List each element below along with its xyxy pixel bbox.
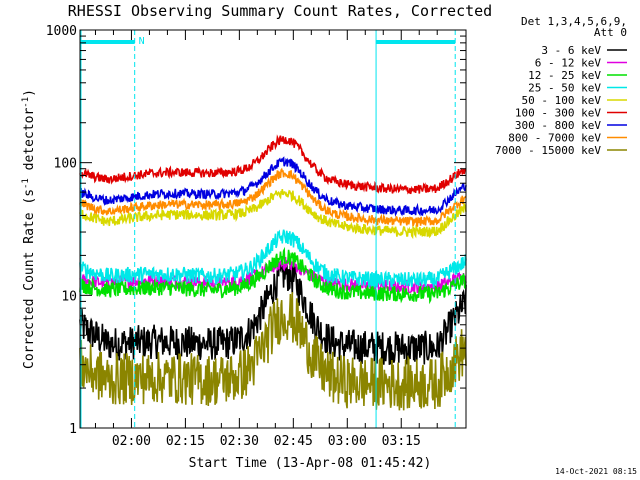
y-axis-label-main: Corrected Count Rate (s: [22, 189, 37, 369]
y-axis-label-sup1: -1: [21, 178, 31, 189]
series-line-7: [79, 156, 467, 217]
series-line-3: [79, 246, 467, 305]
x-tick-label-5: 03:00: [328, 434, 367, 449]
y-axis-label-end: ): [22, 89, 37, 97]
legend-header-attenuator: Att 0: [594, 26, 627, 39]
legend-header-detectors: Det 1,3,4,5,6,9,: [521, 15, 627, 28]
plot-area: N: [79, 30, 467, 428]
y-tick-label-3: 100: [54, 157, 77, 172]
x-tick-label-4: 02:45: [274, 434, 313, 449]
series-line-6: [79, 134, 467, 195]
legend-label-7: 300 - 800 keV: [515, 119, 601, 132]
x-tick-label-6: 03:15: [382, 434, 421, 449]
legend-label-3: 12 - 25 keV: [528, 69, 601, 82]
legend-label-2: 6 - 12 keV: [535, 57, 602, 70]
y-axis-label-sup2: -1: [21, 97, 31, 108]
y-axis-label-mid: detector: [22, 108, 37, 179]
x-tick-label-3: 02:30: [220, 434, 259, 449]
series-line-4: [79, 229, 467, 289]
y-tick-label-4: 1000: [46, 24, 77, 39]
legend-label-1: 3 - 6 keV: [541, 44, 601, 57]
series-line-9: [79, 292, 467, 411]
legend-label-4: 25 - 50 keV: [528, 82, 601, 95]
series-line-8: [79, 167, 467, 228]
legend-label-6: 100 - 300 keV: [515, 107, 601, 120]
axes: 1 10 100 1000 02:00 02:15 02:30 02:45 03:00 03:15: [46, 24, 466, 449]
legend-label-5: 50 - 100 keV: [522, 94, 602, 107]
plot-frame: [79, 29, 467, 429]
x-axis-label: Start Time (13-Apr-08 01:45:42): [189, 456, 432, 471]
night-marker-label: N: [139, 36, 145, 47]
timestamp: 14-Oct-2021 08:15: [555, 467, 637, 476]
legend-label-8: 800 - 7000 keV: [508, 132, 601, 145]
legend-label-9: 7000 - 15000 keV: [495, 144, 601, 157]
x-tick-label-1: 02:00: [112, 434, 151, 449]
y-axis-label: Corrected Count Rate (s-1 detector-1): [21, 89, 37, 369]
y-tick-label-2: 10: [61, 289, 77, 304]
x-tick-label-2: 02:15: [166, 434, 205, 449]
series-line-5: [79, 189, 467, 240]
y-tick-label-1: 1: [69, 422, 77, 437]
chart-title: RHESSI Observing Summary Count Rates, Co…: [68, 2, 492, 20]
